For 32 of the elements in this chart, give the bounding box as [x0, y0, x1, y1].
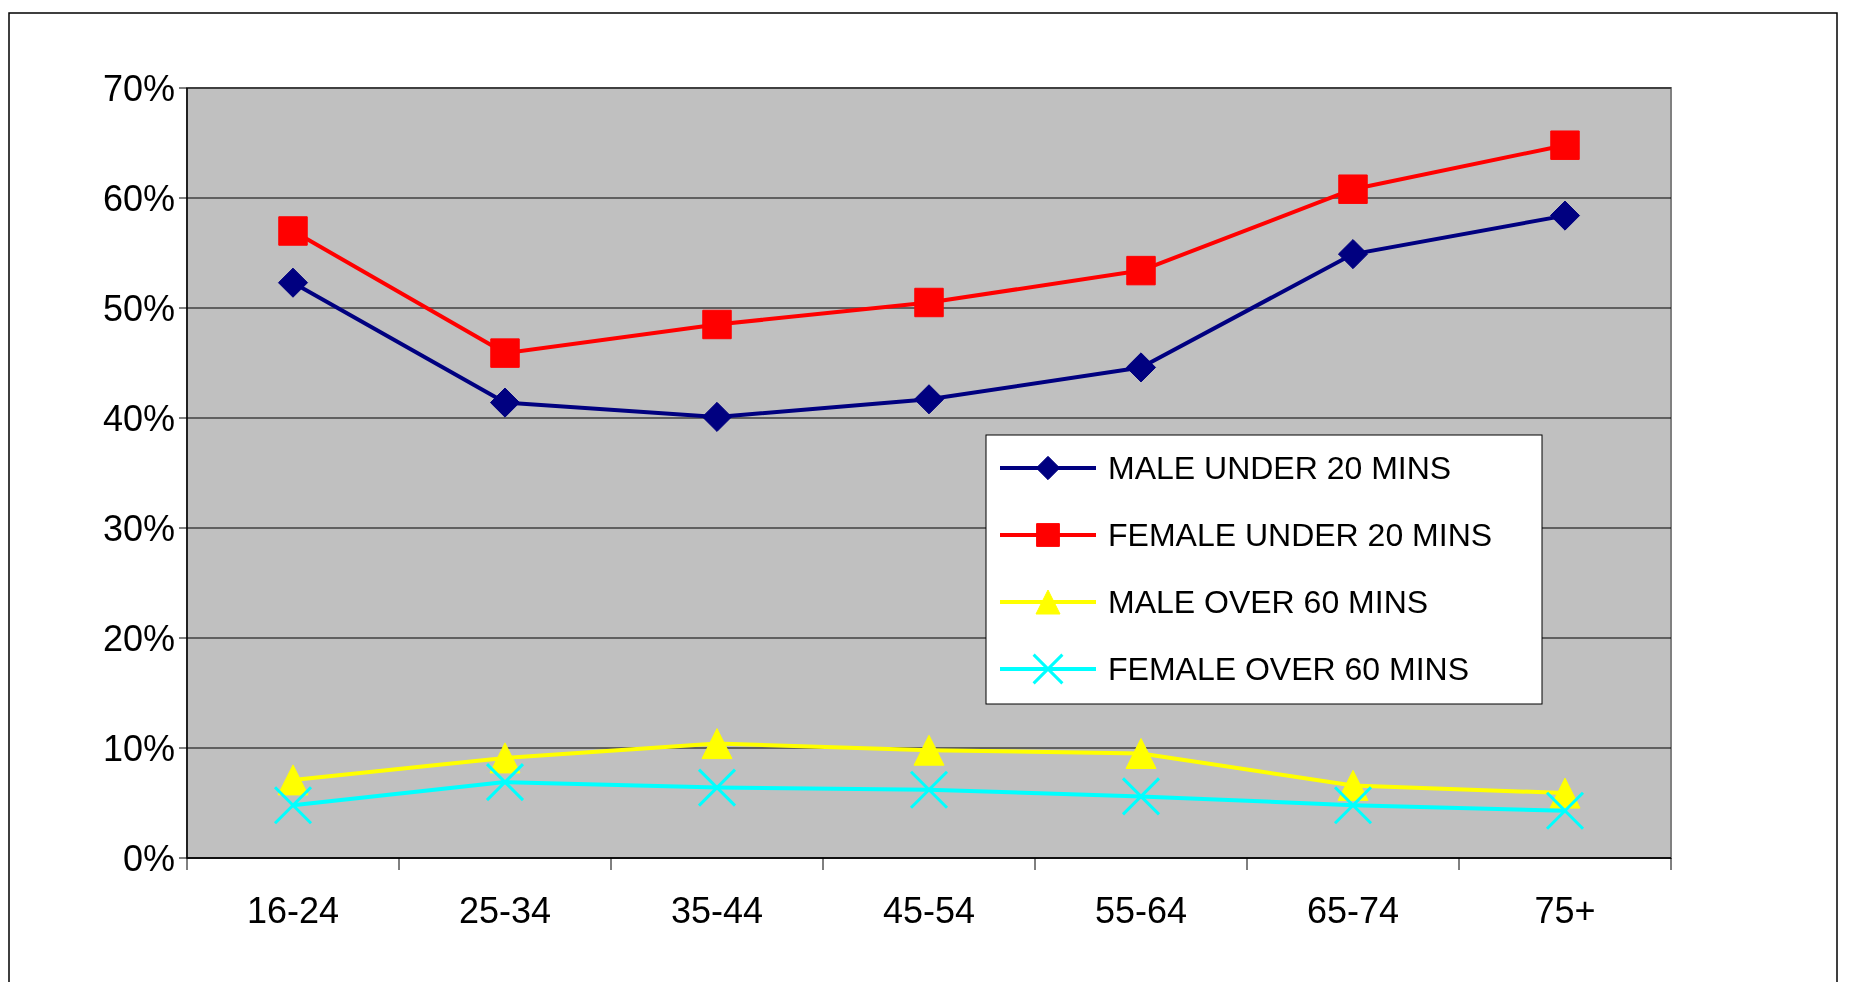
point	[1333, 785, 1373, 825]
point	[1550, 130, 1580, 160]
point	[277, 764, 309, 796]
point	[277, 267, 309, 298]
y-tick-label: 20%	[102, 617, 175, 659]
point	[485, 762, 525, 802]
x-tick-label: 45-54	[882, 890, 976, 931]
y-tick-label: 40%	[102, 397, 175, 439]
y-tick-label: 70%	[102, 67, 175, 109]
point	[697, 768, 737, 808]
y-tick-label: 30%	[102, 507, 175, 549]
point	[1545, 791, 1585, 831]
point	[1549, 200, 1581, 231]
point	[909, 770, 949, 810]
legend-label: MALE UNDER 20 MINS	[1108, 450, 1452, 487]
x-tick-label: 75+	[1534, 890, 1596, 931]
legend-label: FEMALE UNDER 20 MINS	[1108, 517, 1493, 554]
y-tick-label: 10%	[102, 727, 175, 769]
y-tick-label: 0%	[122, 837, 175, 879]
point	[1121, 776, 1161, 816]
legend-label: MALE OVER 60 MINS	[1108, 584, 1429, 621]
x-tick-label: 16-24	[246, 890, 340, 931]
y-tick-label: 60%	[102, 177, 175, 219]
y-tick-label: 50%	[102, 287, 175, 329]
point	[913, 734, 945, 766]
x-tick-label: 55-64	[1094, 890, 1188, 931]
x-tick-label: 65-74	[1306, 890, 1400, 931]
point	[278, 216, 308, 246]
x-tick-label: 35-44	[670, 890, 764, 931]
point	[273, 785, 313, 825]
x-tick-label: 25-34	[458, 890, 552, 931]
legend-label: FEMALE OVER 60 MINS	[1108, 651, 1469, 688]
